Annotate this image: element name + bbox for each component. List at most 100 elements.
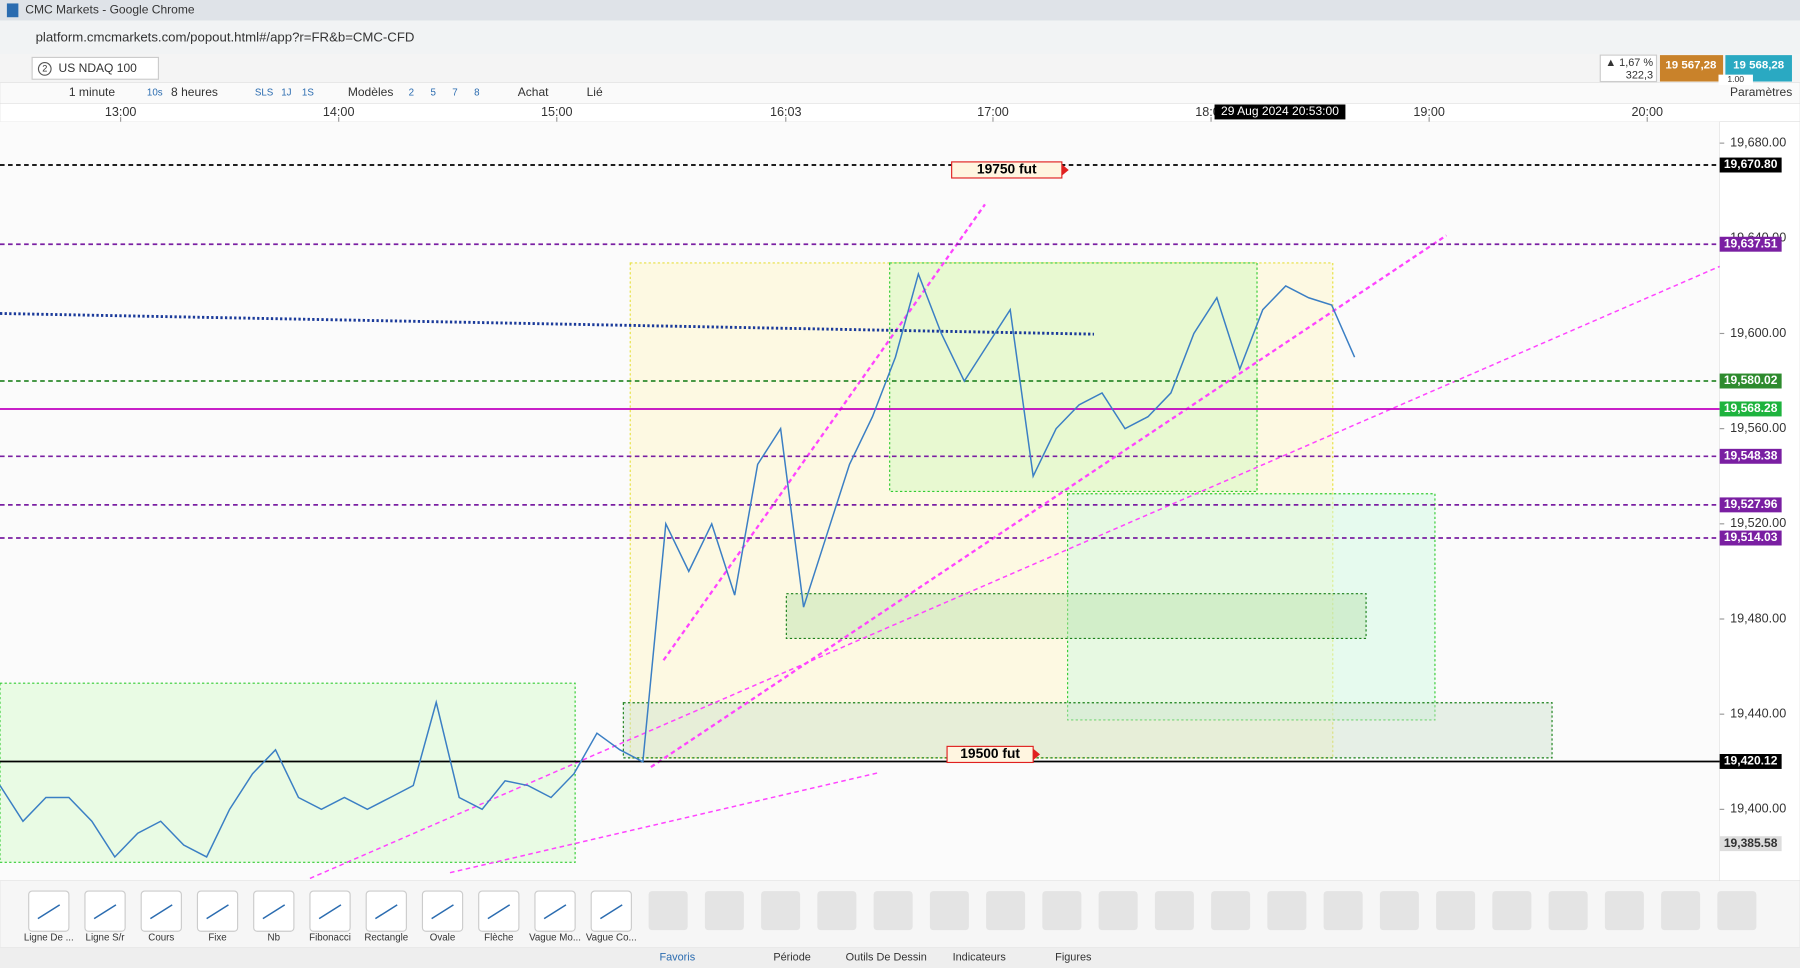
crosshair-box [1214, 104, 1346, 120]
tab[interactable]: Figures [1055, 952, 1092, 964]
tab[interactable]: Période [773, 952, 811, 964]
instrument-name: US NDAQ 100 [59, 61, 138, 75]
tool-label: Fibonacci [309, 933, 351, 944]
tool-icon [431, 904, 454, 920]
tool-icon [37, 904, 61, 920]
tab[interactable]: Favoris [659, 952, 695, 964]
annotation: 19750 fut [977, 162, 1037, 177]
empty-tool [1042, 891, 1082, 931]
layout-number[interactable]: 8 [474, 88, 479, 99]
empty-tool [986, 891, 1026, 931]
empty-tool [1492, 891, 1532, 931]
quick-range[interactable]: 1S [302, 88, 314, 99]
window-title: CMC Markets - Google Chrome [25, 3, 195, 17]
empty-tool [761, 891, 801, 931]
quick-range[interactable]: 1J [281, 88, 291, 99]
tab[interactable]: Indicateurs [953, 952, 1007, 964]
interval-short[interactable]: 10s [147, 88, 163, 99]
change-points: 322,3 [1626, 70, 1653, 82]
layout-number[interactable]: 7 [452, 88, 457, 99]
tab-badge [37, 62, 52, 76]
spread: 1.00 [1727, 74, 1744, 84]
settings[interactable]: Paramètres [1730, 85, 1792, 99]
crosshair-time: 29 Aug 2024 20:53:00 [1221, 104, 1339, 118]
empty-tool [648, 891, 688, 931]
bottom-tabs [0, 947, 1800, 968]
y-tick-label: 19,680.00 [1730, 135, 1786, 149]
buy-price: 19 568,28 [1733, 59, 1785, 71]
change-box [1599, 54, 1658, 83]
empty-tool [1548, 891, 1588, 931]
drawing-line [449, 772, 879, 874]
tool-label: Vague Co... [586, 933, 637, 944]
change: ▲ 1,67 % [1605, 57, 1653, 69]
tool-label: Vague Mo... [529, 933, 581, 944]
level-label: 19,580.02 [1724, 373, 1778, 387]
drawing-line [650, 234, 1448, 769]
level-label: 19,514.03 [1724, 530, 1778, 544]
level-label: 19,385.58 [1724, 836, 1778, 850]
empty-tool [1098, 891, 1138, 931]
tool-label: Ligne De ... [24, 933, 74, 944]
interval[interactable]: 1 minute [69, 85, 115, 99]
y-tick-label: 19,400.00 [1730, 802, 1786, 816]
span[interactable]: 8 heures [171, 85, 218, 99]
time-axis [0, 103, 1800, 123]
tool-label: Fixe [208, 933, 226, 944]
x-tick-label: 14:00 [323, 105, 355, 119]
sell-button[interactable] [1659, 55, 1724, 82]
layout-number[interactable]: 5 [430, 88, 436, 99]
tool-icon [599, 904, 623, 920]
app-icon [6, 3, 19, 18]
level-tag [1719, 157, 1782, 173]
tool-icon [543, 904, 567, 920]
quick-range[interactable]: SLS [255, 88, 274, 99]
tab-bar [0, 53, 1800, 83]
empty-tool [817, 891, 857, 931]
buy-tool[interactable]: Achat [518, 85, 549, 99]
tool-icon [318, 904, 342, 920]
drawing-line [662, 203, 986, 661]
annotation-arrow [1033, 748, 1041, 761]
drawing-line [0, 312, 1095, 336]
tool-icon [206, 904, 229, 920]
drawing-rect [0, 682, 576, 863]
level-label: 19,637.51 [1724, 236, 1778, 250]
annotation-box [946, 745, 1034, 764]
empty-tool [1717, 891, 1757, 931]
spread-box [1718, 74, 1753, 85]
level-label: 19,568.28 [1724, 401, 1778, 415]
tool-icon [93, 904, 117, 920]
empty-tool [929, 891, 969, 931]
link[interactable]: Lié [587, 85, 603, 99]
empty-tool [1323, 891, 1363, 931]
url[interactable]: platform.cmcmarkets.com/popout.html#/app… [36, 29, 415, 44]
level-label: 19,548.38 [1724, 448, 1778, 462]
drawing-line [309, 265, 1720, 880]
y-tick-label: 19,480.00 [1730, 611, 1786, 625]
empty-tool [704, 891, 744, 931]
instrument-tab[interactable] [31, 56, 159, 80]
y-tick-label: 19,520.00 [1730, 516, 1786, 530]
level-label: 19,420.12 [1724, 754, 1778, 768]
level-tag [1719, 401, 1782, 417]
price-line [0, 271, 1356, 859]
empty-tool [1661, 891, 1701, 931]
empty-tool [873, 891, 913, 931]
y-tick-label: 19,440.00 [1730, 707, 1786, 721]
sell-price: 19 567,28 [1665, 59, 1717, 71]
tab[interactable]: Outils De Dessin [846, 952, 927, 964]
empty-tool [1267, 891, 1307, 931]
level-label: 19,527.96 [1724, 497, 1778, 511]
level-tag [1719, 236, 1782, 252]
drawing-rect [1067, 493, 1436, 721]
layout-number[interactable]: 2 [409, 88, 414, 99]
tool-label: Ligne S/r [86, 933, 126, 944]
empty-tool [1604, 891, 1644, 931]
level-tag [1719, 448, 1782, 464]
annotation: 19500 fut [960, 746, 1020, 761]
templates[interactable]: Modèles [348, 85, 394, 99]
level-tag [1719, 497, 1782, 513]
